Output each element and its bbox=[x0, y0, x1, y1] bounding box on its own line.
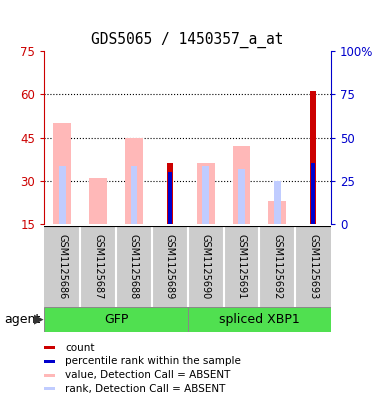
Bar bbox=[197, 163, 214, 224]
Bar bbox=[168, 172, 172, 224]
Bar bbox=[274, 181, 281, 224]
Bar bbox=[268, 201, 286, 224]
Text: GSM1125692: GSM1125692 bbox=[272, 233, 282, 299]
Bar bbox=[59, 166, 65, 224]
Text: GSM1125688: GSM1125688 bbox=[129, 233, 139, 299]
Text: GSM1125686: GSM1125686 bbox=[57, 233, 67, 299]
Text: value, Detection Call = ABSENT: value, Detection Call = ABSENT bbox=[65, 370, 231, 380]
Text: GFP: GFP bbox=[104, 313, 128, 326]
Bar bbox=[233, 146, 250, 224]
Bar bbox=[125, 138, 143, 224]
Text: ▶: ▶ bbox=[34, 313, 43, 326]
Bar bbox=[44, 307, 188, 332]
Bar bbox=[53, 123, 71, 224]
Text: GSM1125691: GSM1125691 bbox=[236, 233, 246, 299]
Title: GDS5065 / 1450357_a_at: GDS5065 / 1450357_a_at bbox=[92, 32, 284, 48]
Text: count: count bbox=[65, 343, 95, 353]
Text: GSM1125693: GSM1125693 bbox=[308, 233, 318, 299]
Text: spliced XBP1: spliced XBP1 bbox=[219, 313, 300, 326]
Bar bbox=[44, 374, 55, 376]
Bar bbox=[310, 92, 316, 224]
Text: GSM1125687: GSM1125687 bbox=[93, 233, 103, 299]
Bar bbox=[238, 169, 245, 224]
Text: agent: agent bbox=[4, 313, 40, 326]
Bar bbox=[188, 307, 331, 332]
Bar bbox=[131, 166, 137, 224]
Bar bbox=[44, 360, 55, 363]
Bar bbox=[202, 166, 209, 224]
Bar bbox=[89, 178, 107, 224]
Text: GSM1125689: GSM1125689 bbox=[165, 233, 175, 299]
Text: GSM1125690: GSM1125690 bbox=[201, 233, 211, 299]
Text: percentile rank within the sample: percentile rank within the sample bbox=[65, 356, 241, 366]
Bar bbox=[167, 163, 173, 224]
Bar bbox=[44, 226, 331, 307]
Bar bbox=[311, 163, 315, 224]
Bar bbox=[44, 387, 55, 390]
Text: rank, Detection Call = ABSENT: rank, Detection Call = ABSENT bbox=[65, 384, 226, 393]
Bar bbox=[44, 346, 55, 349]
